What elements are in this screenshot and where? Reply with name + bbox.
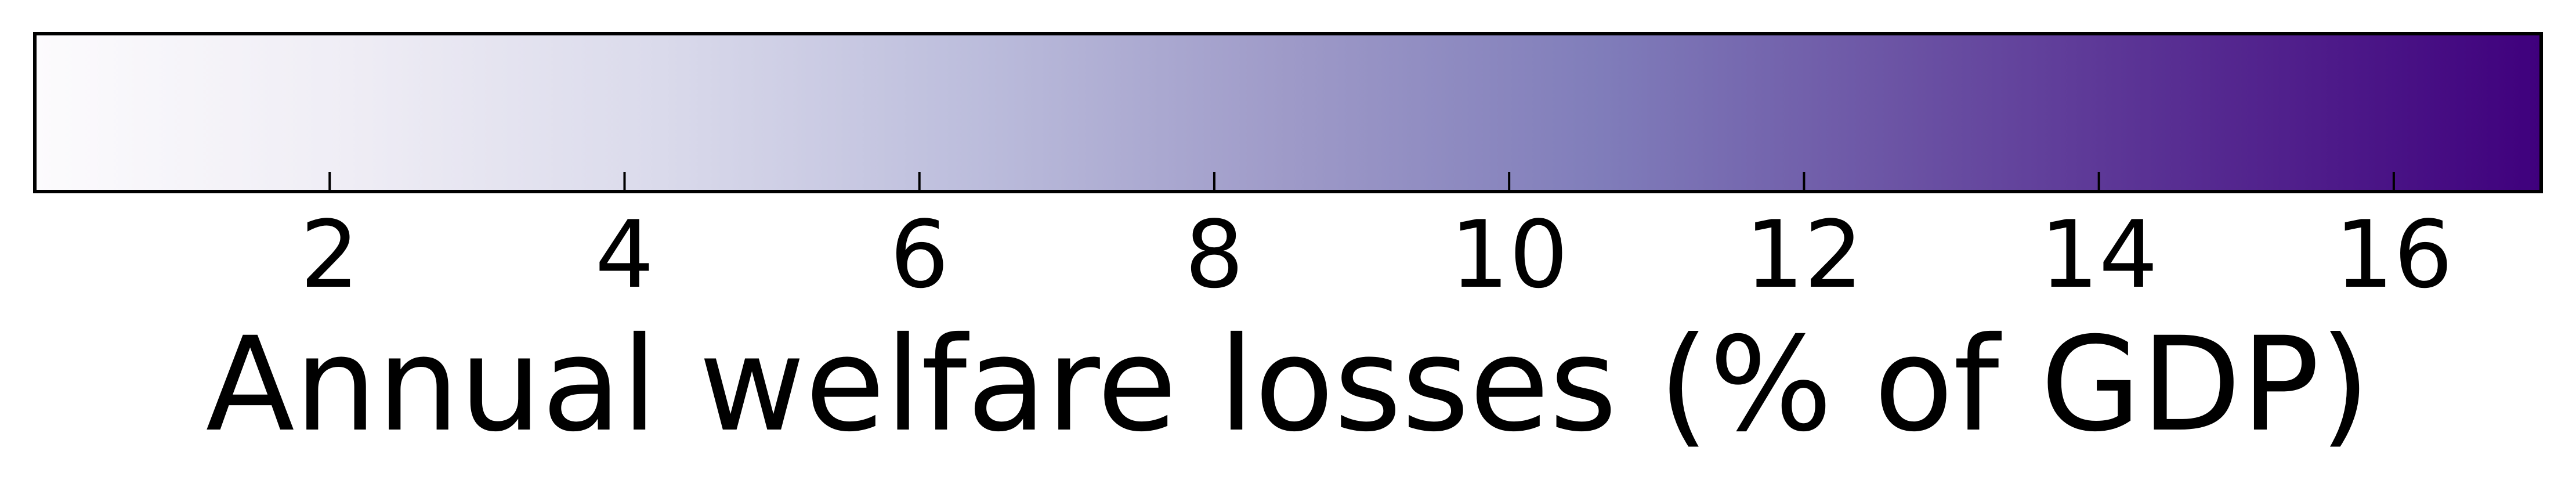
tick-label-14: 14 (2040, 200, 2158, 309)
tick-label-12: 12 (1745, 200, 1864, 309)
colorbar-tick-labels: 2 4 6 8 10 12 14 16 (300, 200, 2452, 309)
colorbar-ticks (328, 172, 2395, 192)
colorbar-axis-label: Annual welfare losses (% of GDP) (206, 309, 2371, 460)
tick-label-4: 4 (595, 200, 654, 309)
colorbar-frame (33, 32, 2543, 193)
colorbar-fill (35, 34, 2541, 192)
tick-label-2: 2 (300, 200, 359, 309)
tick-label-6: 6 (890, 200, 949, 309)
tick-label-16: 16 (2335, 200, 2453, 309)
tick-label-10: 10 (1450, 200, 1568, 309)
tick-label-8: 8 (1185, 200, 1244, 309)
